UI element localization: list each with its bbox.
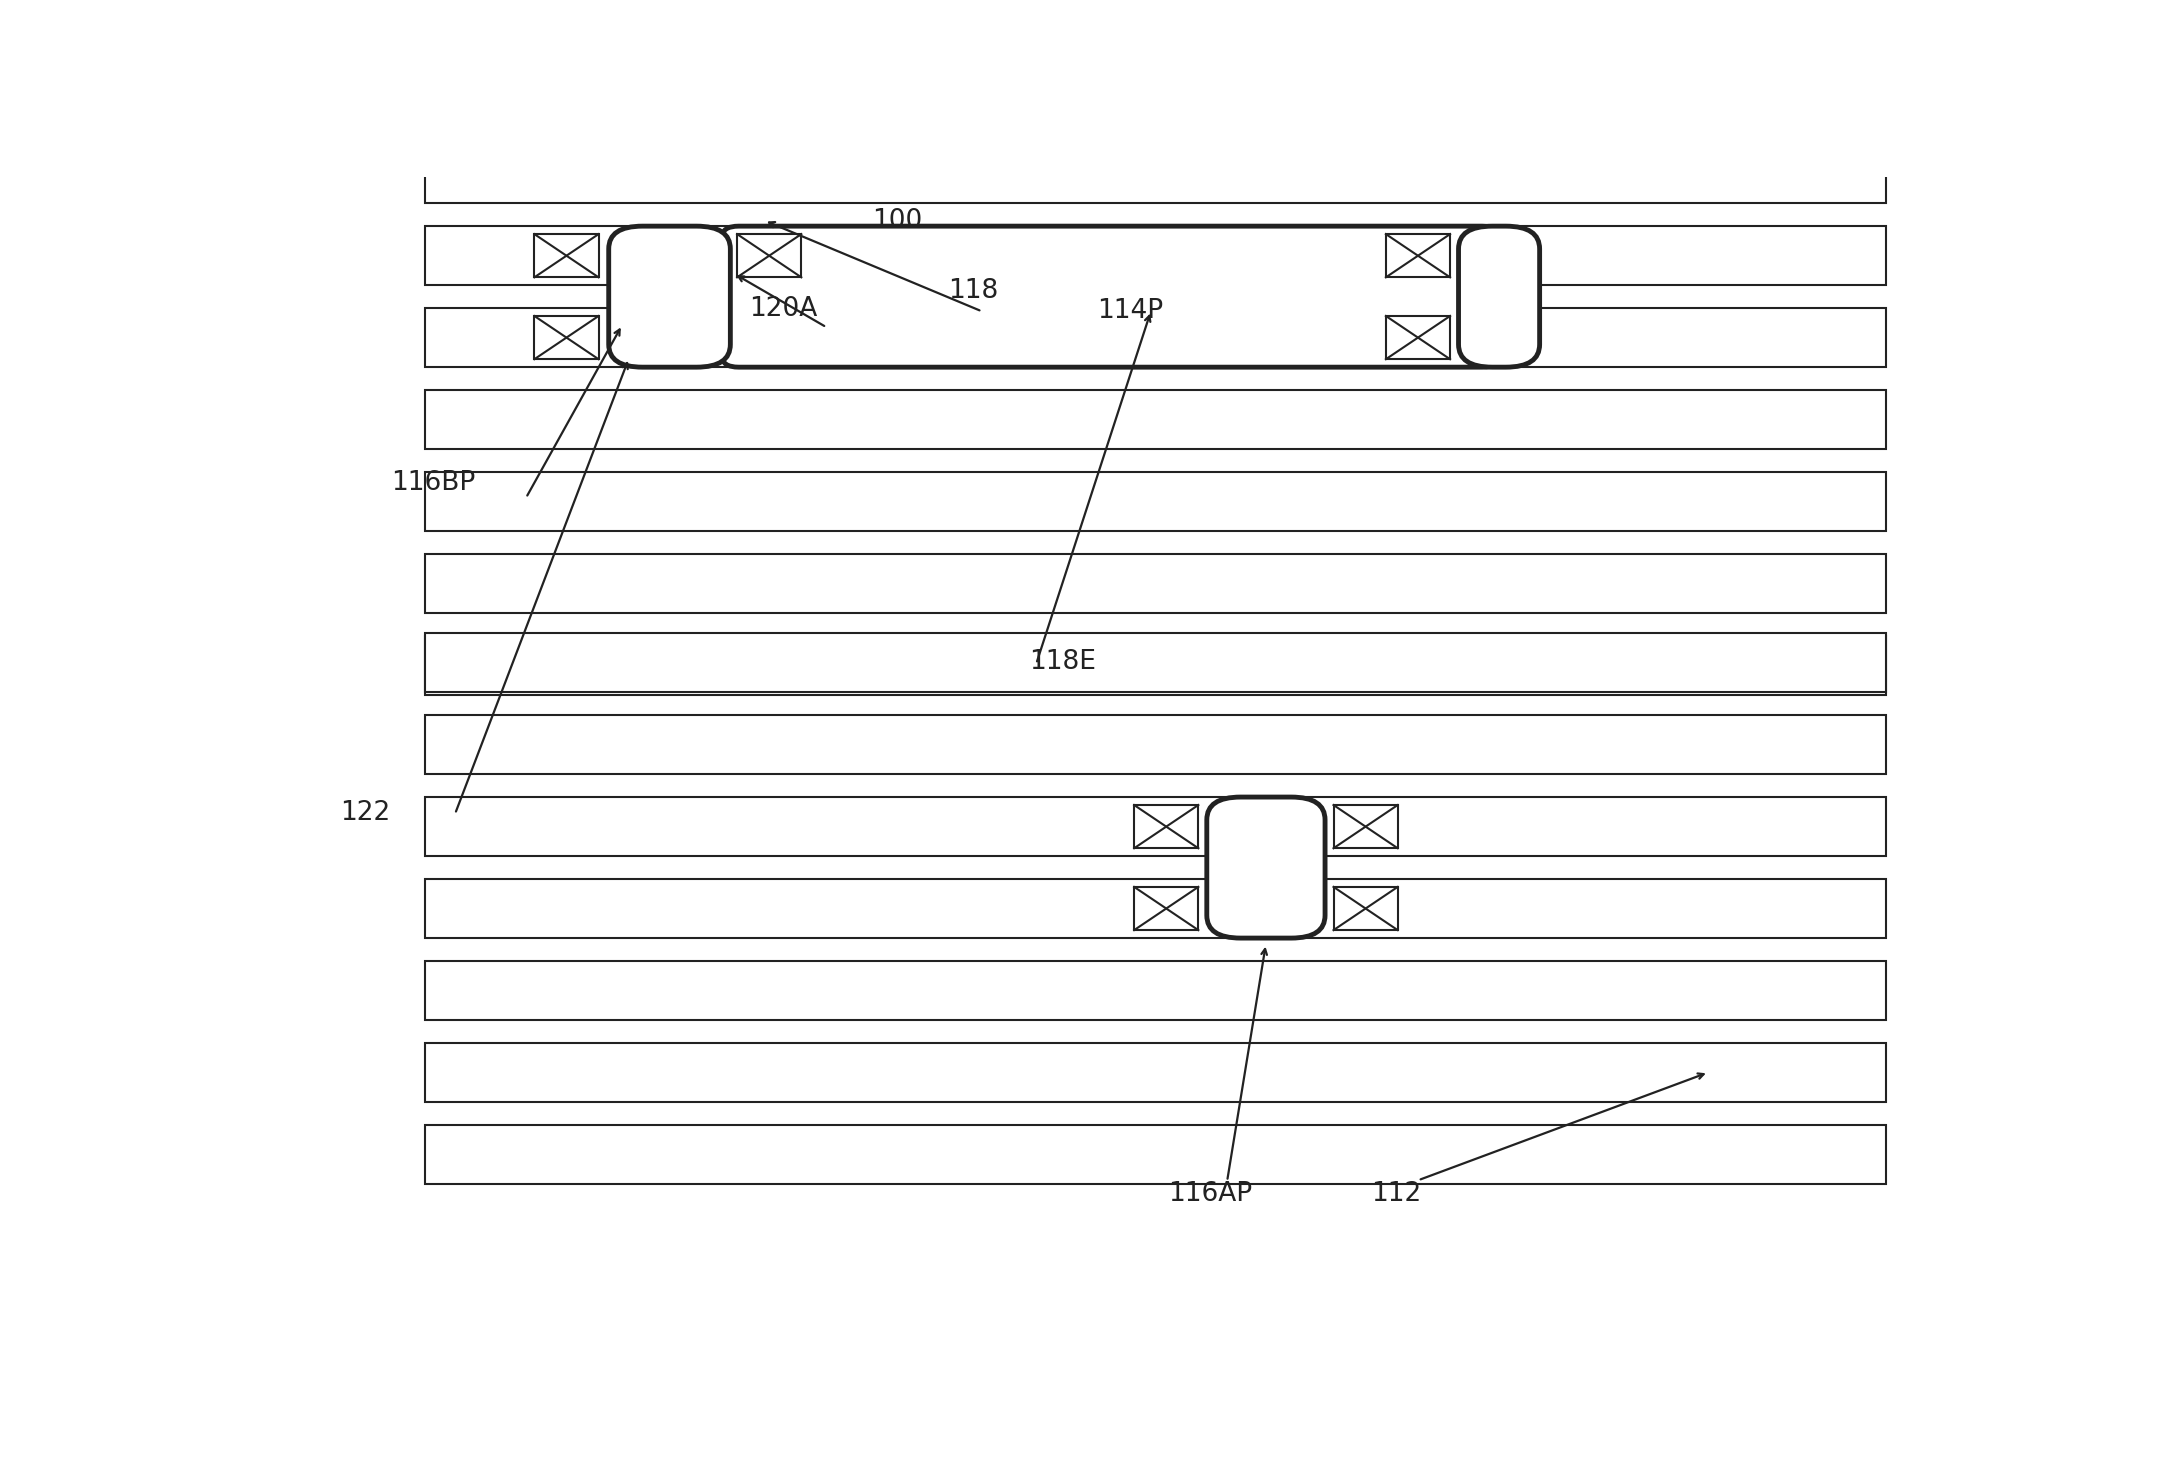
Bar [534, 316, 600, 359]
Bar [534, 233, 600, 278]
Bar [1386, 233, 1450, 278]
Text: 118E: 118E [1029, 648, 1097, 675]
Bar [425, 715, 1886, 774]
Bar [425, 962, 1886, 1021]
FancyBboxPatch shape [722, 226, 1500, 368]
Bar [425, 554, 1886, 613]
Text: 114P: 114P [1097, 298, 1164, 325]
FancyBboxPatch shape [1208, 798, 1325, 938]
Bar [1386, 316, 1450, 359]
Bar [425, 145, 1886, 204]
Text: 118: 118 [948, 278, 998, 304]
Text: 122: 122 [340, 801, 390, 826]
Bar [1334, 805, 1397, 848]
Bar [737, 233, 802, 278]
FancyBboxPatch shape [608, 226, 730, 368]
Bar [425, 1124, 1886, 1183]
Bar [425, 390, 1886, 449]
Text: 100: 100 [872, 208, 922, 235]
Text: 116AP: 116AP [1168, 1180, 1251, 1207]
Bar [1134, 886, 1199, 931]
Bar [1134, 805, 1199, 848]
FancyBboxPatch shape [1458, 226, 1539, 368]
Bar [425, 1043, 1886, 1102]
Bar [425, 798, 1886, 857]
Text: 116BP: 116BP [390, 470, 475, 496]
Bar [425, 879, 1886, 938]
Text: 120A: 120A [750, 295, 818, 322]
Text: 112: 112 [1371, 1180, 1421, 1207]
Bar [425, 634, 1886, 693]
Bar [1334, 886, 1397, 931]
Bar [425, 471, 1886, 530]
Bar [425, 226, 1886, 285]
Bar [425, 309, 1886, 368]
Bar [425, 635, 1886, 694]
